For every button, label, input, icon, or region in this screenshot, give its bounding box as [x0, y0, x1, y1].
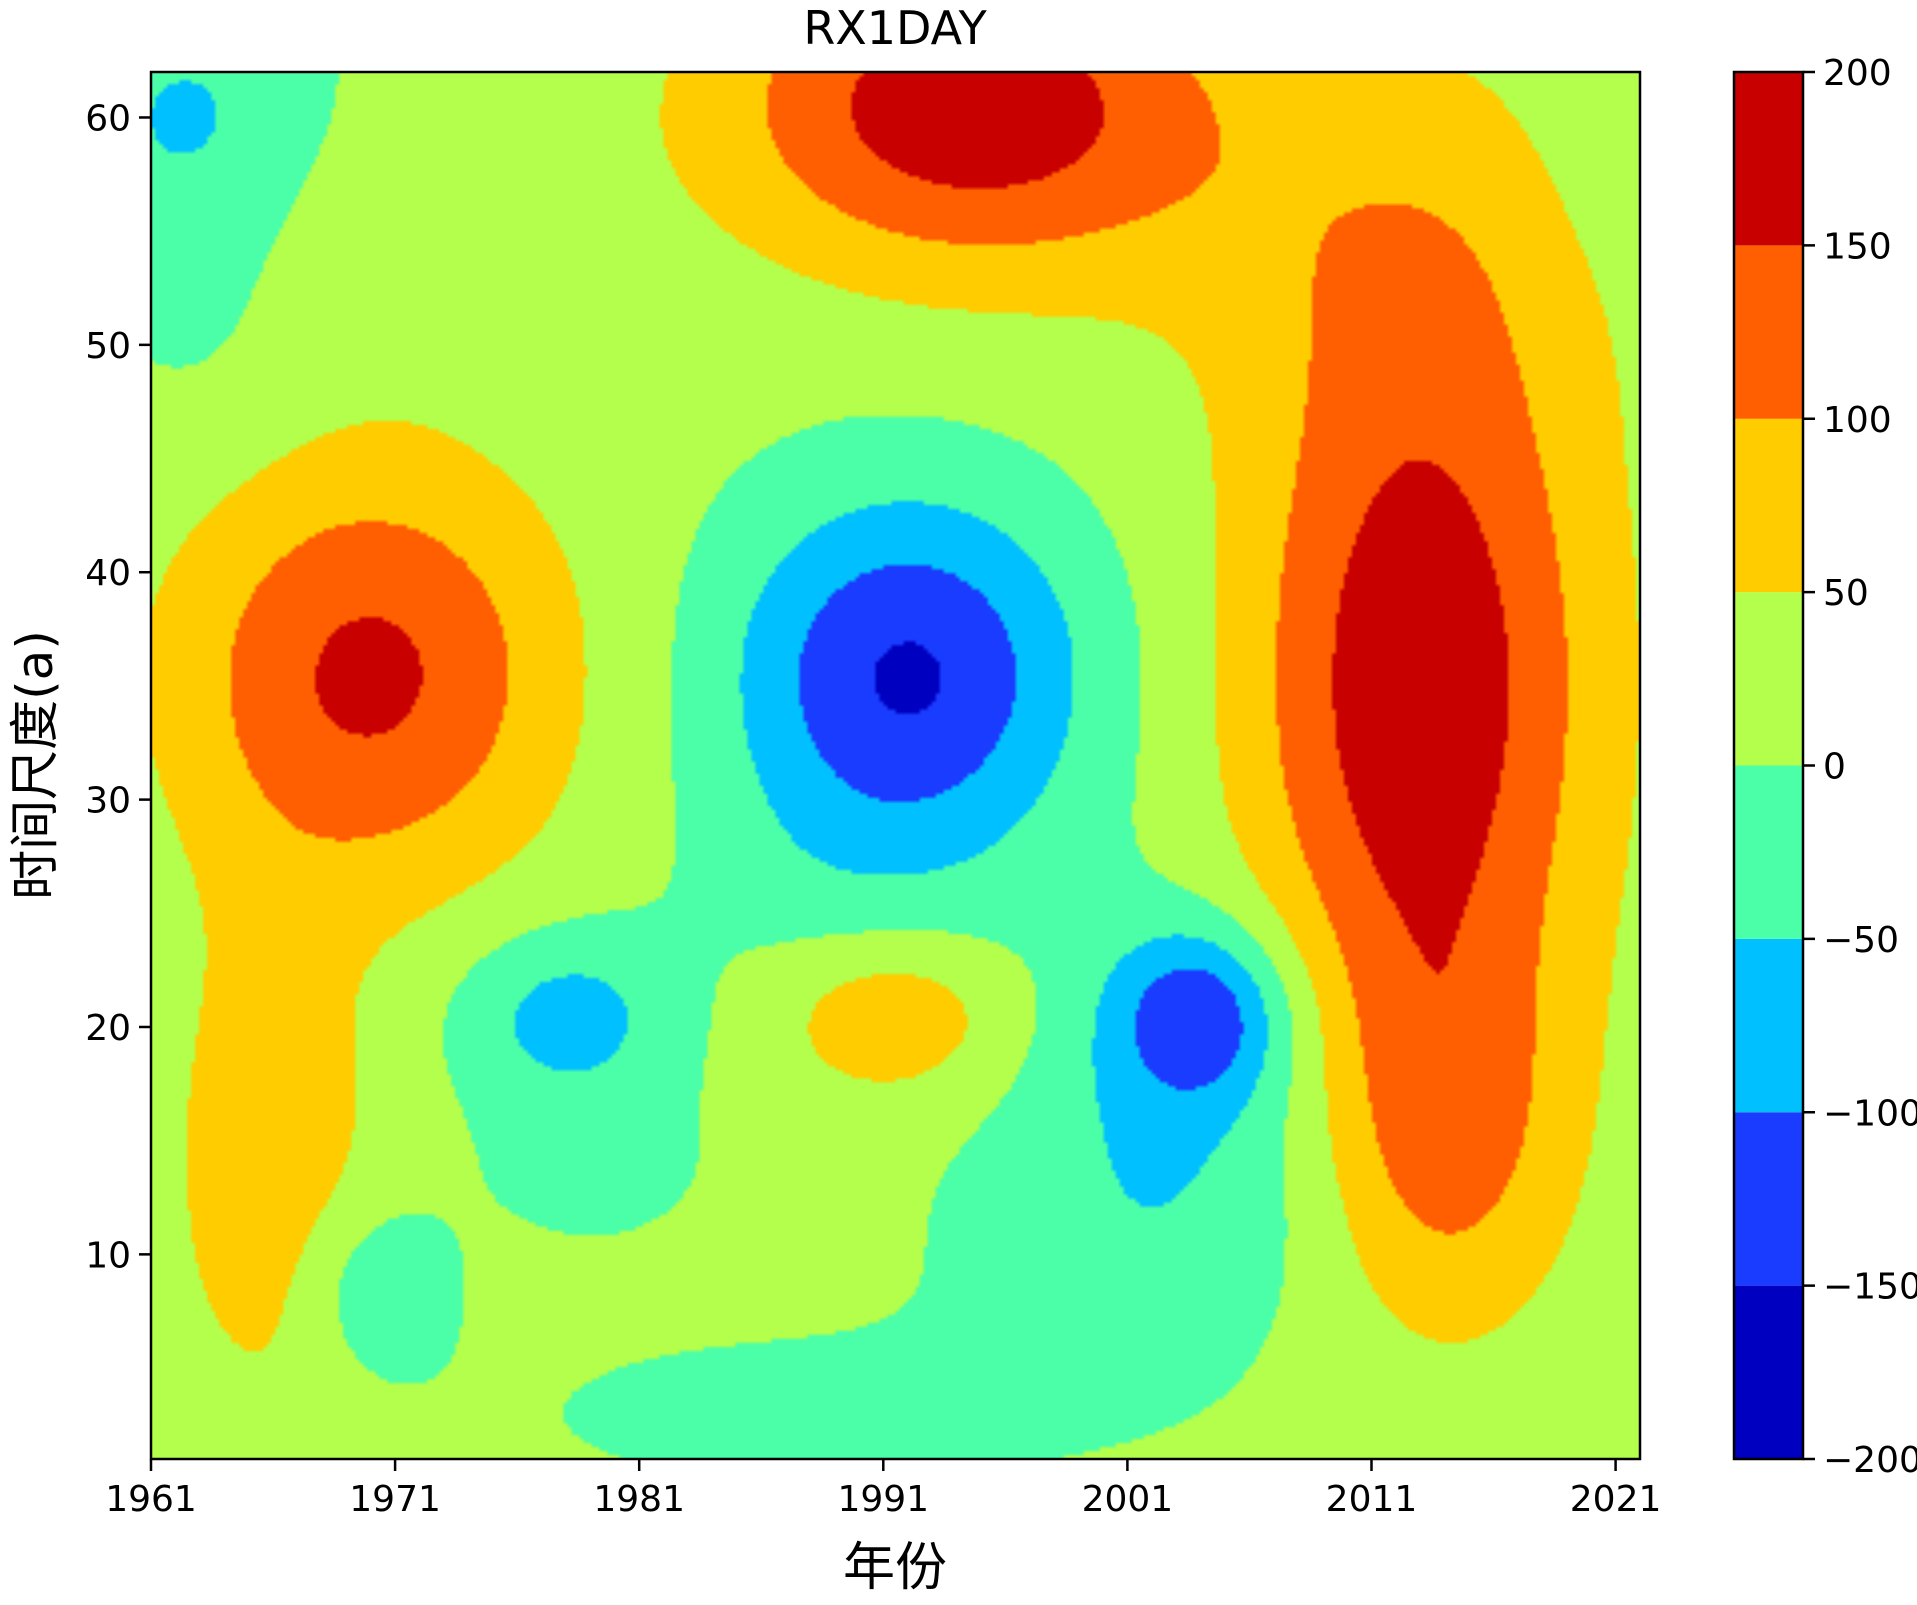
colorbar-tick-label: −200	[1823, 1440, 1917, 1481]
colorbar-band	[1734, 592, 1803, 766]
x-axis: 1961 1971 1981 1991 2001 2011 2021	[105, 1459, 1661, 1520]
x-tick-label: 1961	[105, 1479, 197, 1520]
y-axis: 10 20 30 40 50 60	[85, 98, 151, 1276]
y-tick-label: 40	[85, 553, 131, 594]
colorbar-tick-label: −100	[1823, 1093, 1917, 1134]
x-tick-label: 1991	[837, 1479, 929, 1520]
colorbar-tick-label: −150	[1823, 1267, 1917, 1308]
colorbar-band	[1734, 1112, 1803, 1286]
x-tick-label: 2021	[1570, 1479, 1662, 1520]
colorbar-tick-label: 50	[1823, 573, 1869, 614]
colorbar: −200 −150 −100 −50 0 50 100 150 200	[1732, 53, 1917, 1481]
x-tick-label: 1971	[349, 1479, 441, 1520]
colorbar-tick-label: 150	[1823, 226, 1892, 267]
y-axis-label: 时间尺度(a)	[6, 630, 64, 900]
x-tick-label: 1981	[593, 1479, 685, 1520]
plot-frame	[149, 70, 1642, 1461]
y-tick-label: 60	[85, 98, 131, 139]
colorbar-band	[1734, 245, 1803, 419]
contour-field	[151, 72, 1640, 1459]
colorbar-tick-label: 0	[1823, 747, 1846, 788]
colorbar-tick-label: −50	[1823, 920, 1899, 961]
colorbar-tick-label: 200	[1823, 53, 1892, 94]
y-tick-label: 50	[85, 326, 131, 367]
colorbar-band	[1734, 938, 1803, 1113]
x-tick-label: 2011	[1326, 1479, 1418, 1520]
plot-area	[149, 70, 1642, 1461]
colorbar-tick-label: 100	[1823, 400, 1892, 441]
y-tick-label: 10	[85, 1235, 131, 1276]
y-tick-label: 30	[85, 781, 131, 822]
colorbar-band	[1734, 72, 1803, 246]
x-tick-label: 2001	[1082, 1479, 1174, 1520]
chart-title: RX1DAY	[803, 1, 987, 55]
colorbar-band	[1734, 765, 1803, 939]
colorbar-band	[1734, 1285, 1803, 1459]
y-tick-label: 20	[85, 1008, 131, 1049]
colorbar-band	[1734, 418, 1803, 593]
x-axis-label: 年份	[843, 1538, 947, 1598]
